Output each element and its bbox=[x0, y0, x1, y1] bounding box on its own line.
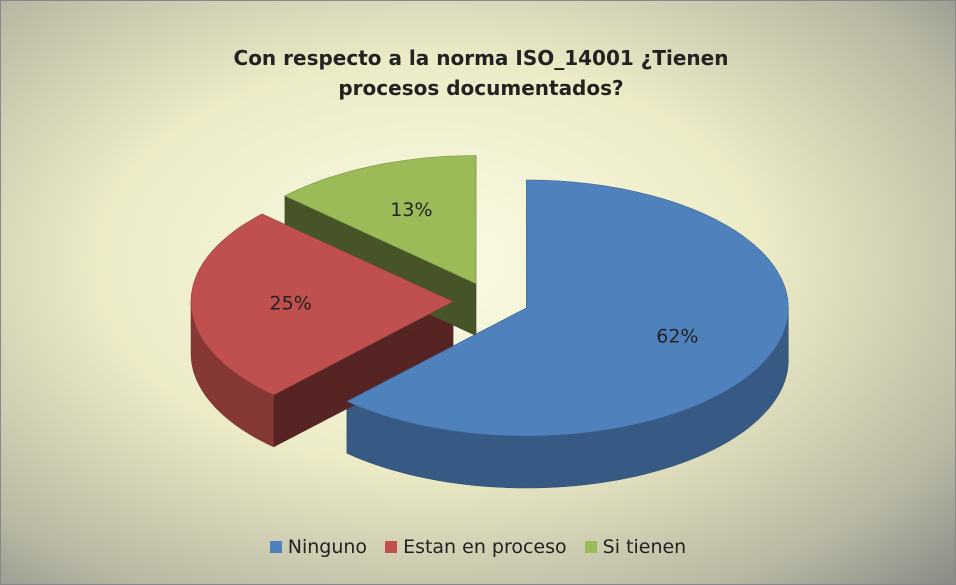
legend-swatch bbox=[385, 541, 398, 553]
slice bbox=[346, 179, 789, 437]
slice-tops bbox=[190, 155, 789, 437]
slice-top bbox=[284, 155, 477, 285]
legend: Ninguno Estan en proceso Si tienen bbox=[1, 536, 955, 558]
legend-label: Ninguno bbox=[287, 536, 368, 558]
legend-item: Estan en proceso bbox=[385, 536, 567, 558]
data-label: 13% bbox=[390, 199, 432, 221]
legend-swatch bbox=[269, 541, 282, 553]
slice bbox=[190, 213, 454, 396]
chart-title: Con respecto a la norma ISO_14001 ¿Tiene… bbox=[233, 46, 729, 100]
data-label: 62% bbox=[656, 326, 698, 348]
legend-label: Si tienen bbox=[602, 536, 687, 558]
legend-swatch bbox=[584, 541, 597, 553]
legend-item: Si tienen bbox=[584, 536, 687, 558]
data-label: 25% bbox=[270, 293, 312, 315]
legend-label: Estan en proceso bbox=[403, 536, 567, 558]
slice-top bbox=[190, 213, 454, 396]
slice bbox=[284, 155, 477, 285]
slice-top bbox=[346, 179, 789, 437]
legend-item: Ninguno bbox=[269, 536, 368, 558]
